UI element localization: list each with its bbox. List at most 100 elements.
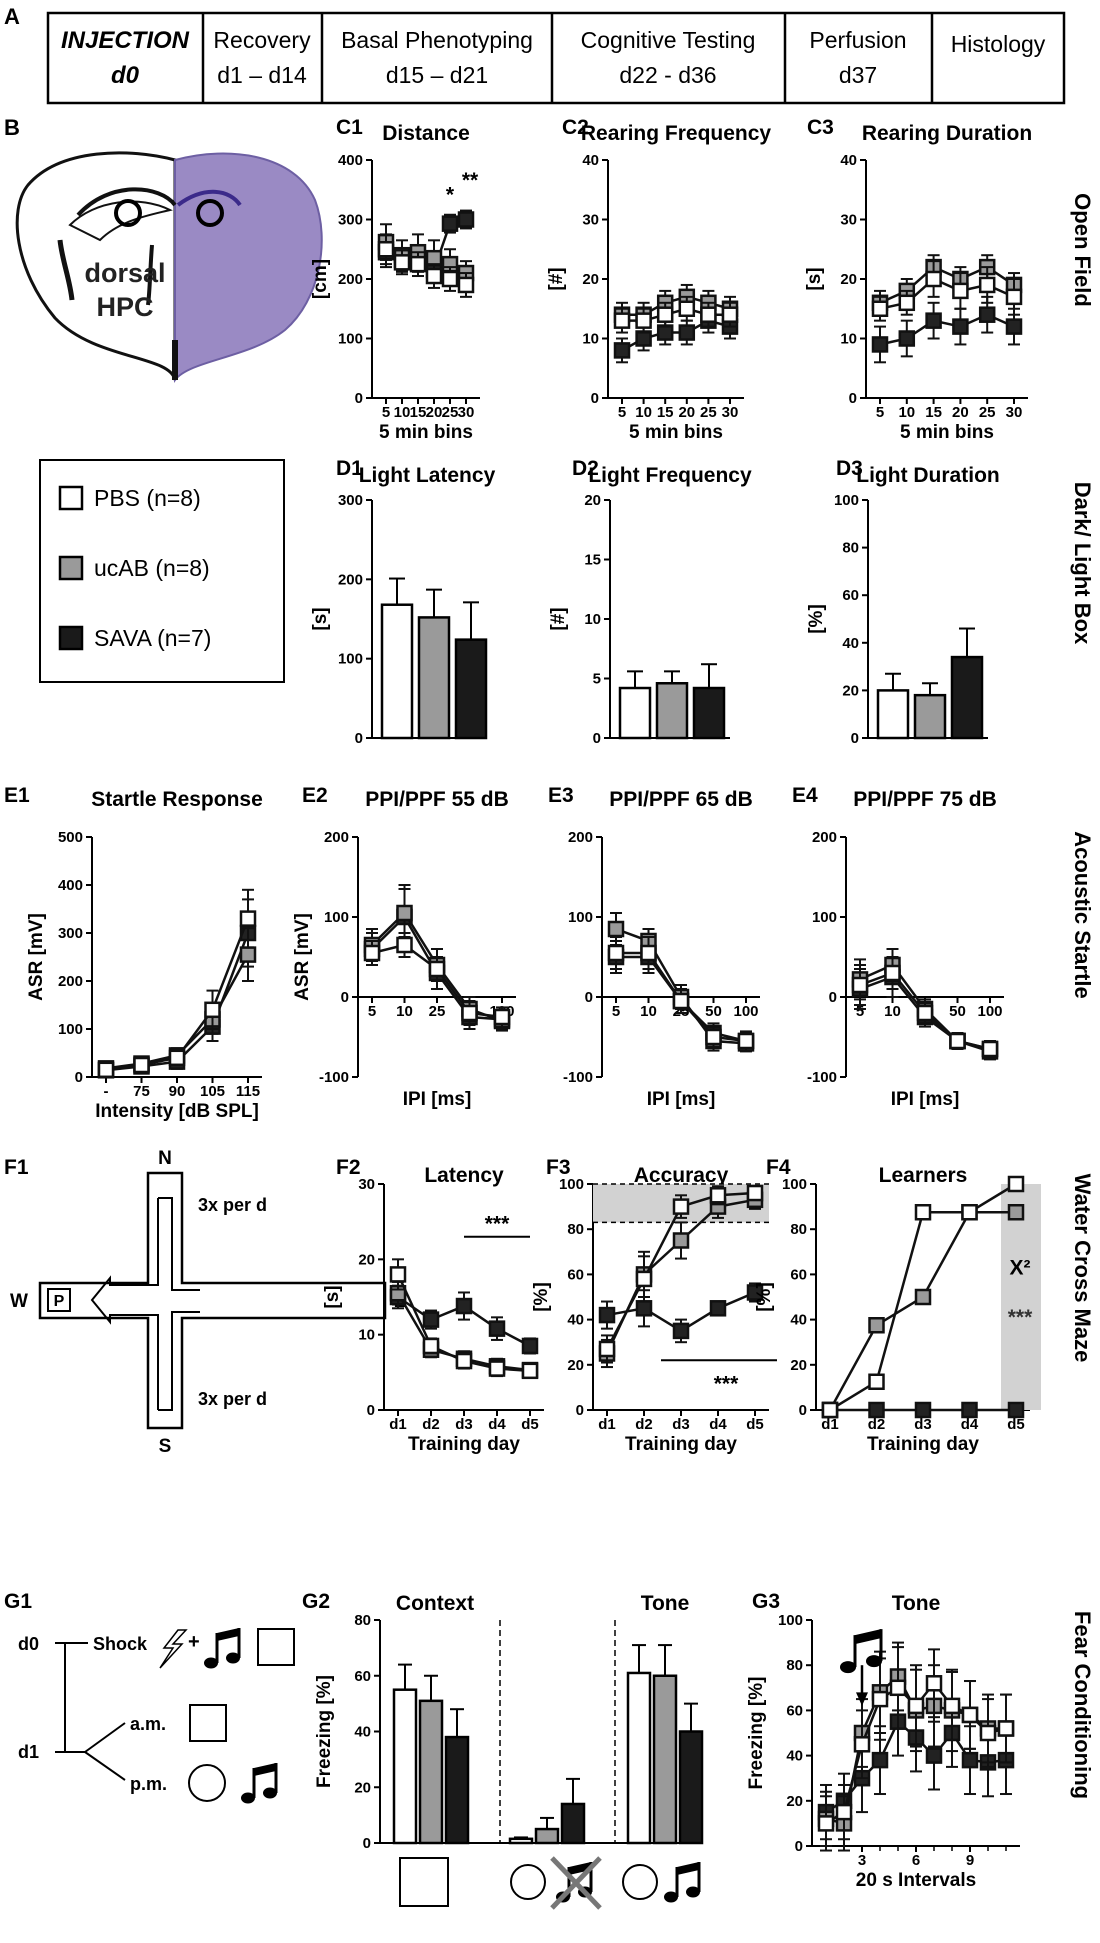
x-tick-label: 5 (612, 1003, 620, 1020)
data-point-PBS (168, 1049, 186, 1067)
y-tick-label: 0 (795, 1838, 803, 1855)
y-axis-label: Freezing [%] (746, 1677, 767, 1790)
x-tick-label: d3 (672, 1416, 690, 1433)
data-point-ucAB (868, 1317, 885, 1334)
panel-label-C1: C1 (336, 116, 363, 139)
arrow-head-icon (856, 1692, 868, 1706)
group-title-context: Context (396, 1592, 474, 1615)
bar-PBS (380, 603, 414, 740)
x-tick-label: 20 (952, 404, 969, 421)
y-tick-label: 0 (75, 1069, 83, 1086)
y-tick-label: 40 (840, 152, 857, 169)
data-point-SAVA (1005, 318, 1023, 335)
bar-SAVA (692, 686, 726, 740)
x-tick-label: d3 (455, 1416, 473, 1433)
fear-pm: p.m. (130, 1774, 167, 1794)
significance-star: *** (1008, 1306, 1033, 1329)
data-point-PBS (204, 1001, 221, 1019)
panel-label-F1: F1 (4, 1156, 29, 1179)
x-tick-label: 30 (722, 404, 739, 421)
data-point-SAVA (914, 1401, 932, 1419)
data-point-PBS (889, 1679, 907, 1697)
y-axis-label: ASR [mV] (292, 913, 313, 1001)
timeline-histology: Histology (951, 31, 1046, 57)
chart-D3: 0 20 40 60 80 100 [%] Light Duration (806, 464, 1000, 747)
y-tick-label: 40 (582, 152, 599, 169)
y-tick-label: 100 (778, 1612, 803, 1629)
panel-label-G2: G2 (302, 1590, 330, 1613)
data-point-PBS (493, 1008, 511, 1026)
data-point-PBS (461, 1004, 478, 1022)
fear-plus: + (188, 1631, 200, 1653)
y-axis-label: ASR [mV] (26, 913, 47, 1001)
platform-icon (47, 1288, 71, 1312)
bar-ucAB (655, 682, 689, 740)
panel-label-E4: E4 (792, 784, 818, 807)
y-tick-label: 80 (842, 540, 859, 557)
significance-star: *** (714, 1372, 739, 1395)
data-point-PBS (961, 1204, 978, 1221)
y-tick-label: 0 (591, 390, 599, 407)
x-tick-label: d2 (868, 1416, 886, 1433)
data-point-PBS (656, 306, 674, 323)
x-axis-label: Intensity [dB SPL] (95, 1101, 259, 1122)
data-point-PBS (409, 255, 427, 273)
x-tick-label: 10 (396, 1003, 413, 1020)
x-axis-label: 20 s Intervals (856, 1870, 976, 1891)
timeline-basal: Basal Phenotyping (341, 27, 533, 53)
chart-E1: 0 100 200 300 400 500 ASR [mV] Startle Response… (26, 788, 263, 1122)
panel-label-E1: E1 (4, 784, 30, 807)
timeline-injection-day: d0 (111, 62, 140, 89)
data-point-SAVA (871, 336, 889, 353)
y-tick-label: 40 (354, 1724, 371, 1741)
timeline-perfusion-day: d37 (839, 62, 877, 88)
maze-note-bottom: 3x per d (198, 1389, 267, 1409)
water-cross-maze: P N S W E 3x per d 3x per d (10, 1148, 406, 1457)
y-tick-label: 300 (58, 925, 83, 942)
data-point-PBS (133, 1056, 150, 1074)
bar-SAVA (454, 638, 488, 740)
maze-north: N (158, 1148, 172, 1169)
maze-platform-label: P (54, 1293, 65, 1310)
fear-d1: d1 (18, 1742, 39, 1762)
data-point-PBS (943, 1697, 961, 1715)
y-tick-label: 20 (358, 1251, 375, 1268)
side-label-fear: Fear Conditioning (1070, 1611, 1095, 1799)
y-tick-label: 60 (567, 1266, 584, 1283)
data-point-SAVA (422, 1311, 440, 1328)
g2-crossed-note-icon (550, 1856, 602, 1910)
x-axis-label: Training day (408, 1434, 520, 1455)
data-point-PBS (978, 276, 996, 294)
side-label-water-maze: Water Cross Maze (1070, 1174, 1095, 1363)
x-tick-label: 5 (382, 404, 390, 421)
x-tick-label: 75 (133, 1083, 150, 1100)
y-tick-label: 10 (584, 611, 601, 628)
y-tick-label: 0 (585, 989, 593, 1006)
data-point-PBS (981, 1040, 999, 1058)
data-point-SAVA (441, 215, 459, 232)
data-point-PBS (709, 1187, 727, 1204)
x-tick-label: d4 (488, 1416, 506, 1433)
data-point-PBS (672, 1198, 690, 1215)
data-point-ucAB (607, 920, 625, 938)
legend-swatch-pbs (58, 485, 84, 511)
data-point-PBS (598, 1340, 616, 1358)
panel-label-E3: E3 (548, 784, 574, 807)
legend: PBS (n=8) ucAB (n=8) SAVA (n=7) (39, 459, 285, 683)
chart-G2: 0 20 40 60 80 Freezing [%] Context Tone (314, 1592, 704, 1852)
y-tick-label: 20 (582, 271, 599, 288)
y-tick-label: 0 (593, 730, 601, 747)
data-point-ucAB (239, 946, 257, 963)
data-point-ucAB (396, 904, 413, 922)
x-tick-label: 25 (979, 404, 996, 421)
y-axis-label: [s] (804, 267, 825, 290)
y-tick-label: 15 (584, 552, 601, 569)
x-tick-label: 30 (1006, 404, 1023, 421)
data-point-SAVA (925, 1747, 943, 1764)
bar-PBS (626, 1671, 652, 1845)
y-tick-label: 100 (58, 1021, 83, 1038)
y-tick-label: 100 (812, 909, 837, 926)
bar-ucAB (418, 1699, 444, 1845)
panel-label-F3: F3 (546, 1156, 571, 1179)
x-tick-label: 9 (966, 1852, 974, 1869)
